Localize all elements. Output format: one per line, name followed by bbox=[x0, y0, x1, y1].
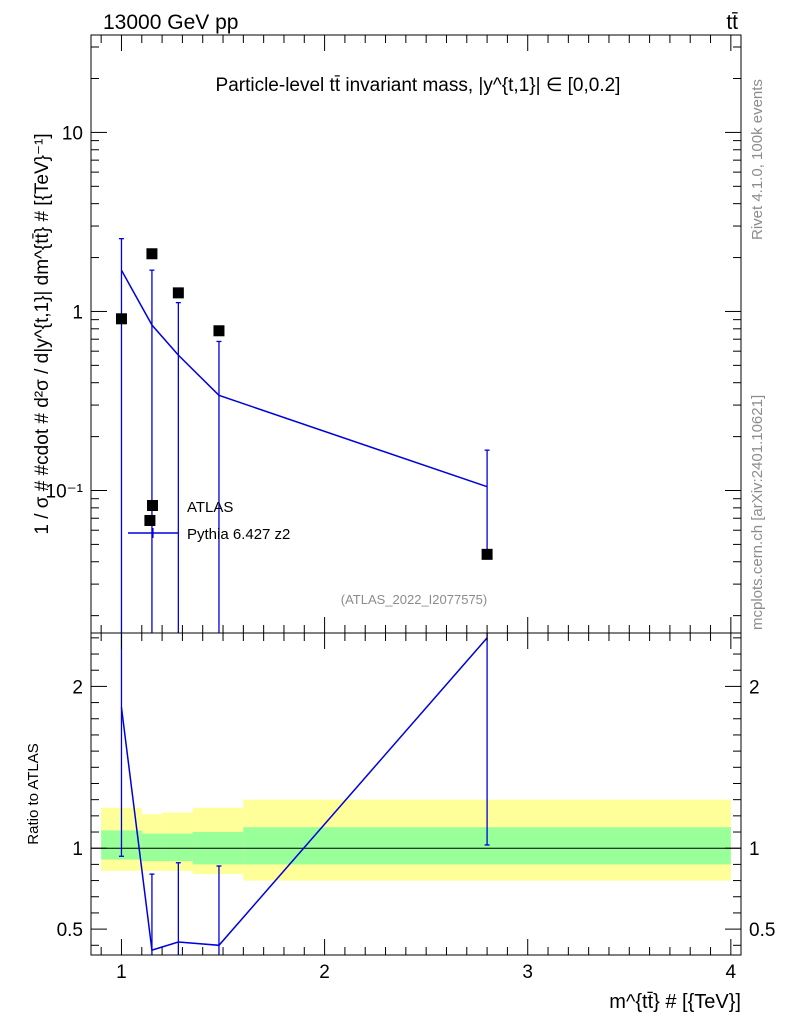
x-tick-label: 3 bbox=[522, 962, 533, 983]
main-y-axis-label: 1 / σ # #cdot # d²σ / d|y^{t,1}| dm^{tt̄… bbox=[32, 133, 53, 534]
main-y-ticks: 10⁻¹ 1 10 bbox=[46, 46, 741, 617]
atlas-data-point bbox=[144, 514, 156, 526]
mcplots-text: mcplots.cern.ch [arXiv:2401.10621] bbox=[749, 395, 766, 630]
main-y-tick-label: 10⁻¹ bbox=[46, 482, 84, 503]
atlas-data-point bbox=[213, 325, 225, 337]
ratio-y-tick-label-right: 2 bbox=[749, 677, 760, 698]
main-data-series bbox=[115, 248, 493, 560]
ratio-uncertainty-bands bbox=[101, 799, 731, 881]
main-title: Particle-level tt̄ invariant mass, |y^{t… bbox=[216, 75, 621, 96]
ratio-y-tick-label-right: 1 bbox=[749, 839, 760, 860]
main-x-ticks bbox=[100, 35, 732, 633]
legend-atlas-label: ATLAS bbox=[187, 499, 233, 516]
x-axis-label: m^{tt̄} # [{TeV}] bbox=[609, 991, 741, 1013]
legend: ATLAS Pythia 6.427 z2 bbox=[128, 499, 290, 543]
x-tick-label: 2 bbox=[319, 962, 330, 983]
main-plot-frame bbox=[90, 34, 742, 634]
atlas-data-point bbox=[146, 248, 158, 260]
ratio-band-inner bbox=[162, 833, 193, 862]
legend-mc-label: Pythia 6.427 z2 bbox=[187, 526, 290, 543]
header-left: 13000 GeV pp bbox=[103, 11, 238, 34]
atlas-data-point bbox=[172, 287, 184, 299]
ratio-plot-frame bbox=[90, 632, 742, 956]
ratio-panel: 0.5 0.5 1 1 2 2 1 2 3 4 Ratio to ATLAS m^{tt̄} #… bbox=[25, 632, 775, 1013]
ratio-band-inner bbox=[141, 833, 163, 862]
ratio-y-tick-label: 0.5 bbox=[57, 920, 83, 941]
main-y-tick-label: 1 bbox=[72, 302, 83, 323]
x-tick-label: 1 bbox=[116, 962, 127, 983]
ratio-mc-line bbox=[120, 637, 488, 952]
atlas-data-point bbox=[115, 313, 127, 325]
ratio-y-tick-label-right: 0.5 bbox=[749, 920, 775, 941]
ratio-mc-series bbox=[118, 633, 490, 955]
header-right: tt̄ bbox=[726, 11, 738, 34]
atlas-data-point bbox=[481, 548, 493, 560]
ratio-y-tick-label: 1 bbox=[72, 839, 83, 860]
ratio-y-tick-label: 2 bbox=[72, 677, 83, 698]
main-y-tick-label: 10 bbox=[62, 123, 83, 144]
ratio-y-ticks: 0.5 0.5 1 1 2 2 bbox=[57, 637, 775, 946]
legend-atlas-marker bbox=[147, 500, 158, 511]
analysis-id: (ATLAS_2022_I2077575) bbox=[341, 592, 487, 607]
ratio-y-axis-label: Ratio to ATLAS bbox=[25, 743, 42, 844]
x-tick-label: 4 bbox=[726, 962, 737, 983]
ratio-x-ticks: 1 2 3 4 bbox=[100, 633, 737, 983]
main-panel: Particle-level tt̄ invariant mass, |y^{t… bbox=[32, 34, 742, 634]
rivet-text: Rivet 4.1.0, 100k events bbox=[749, 79, 766, 240]
main-mc-series bbox=[118, 238, 490, 633]
